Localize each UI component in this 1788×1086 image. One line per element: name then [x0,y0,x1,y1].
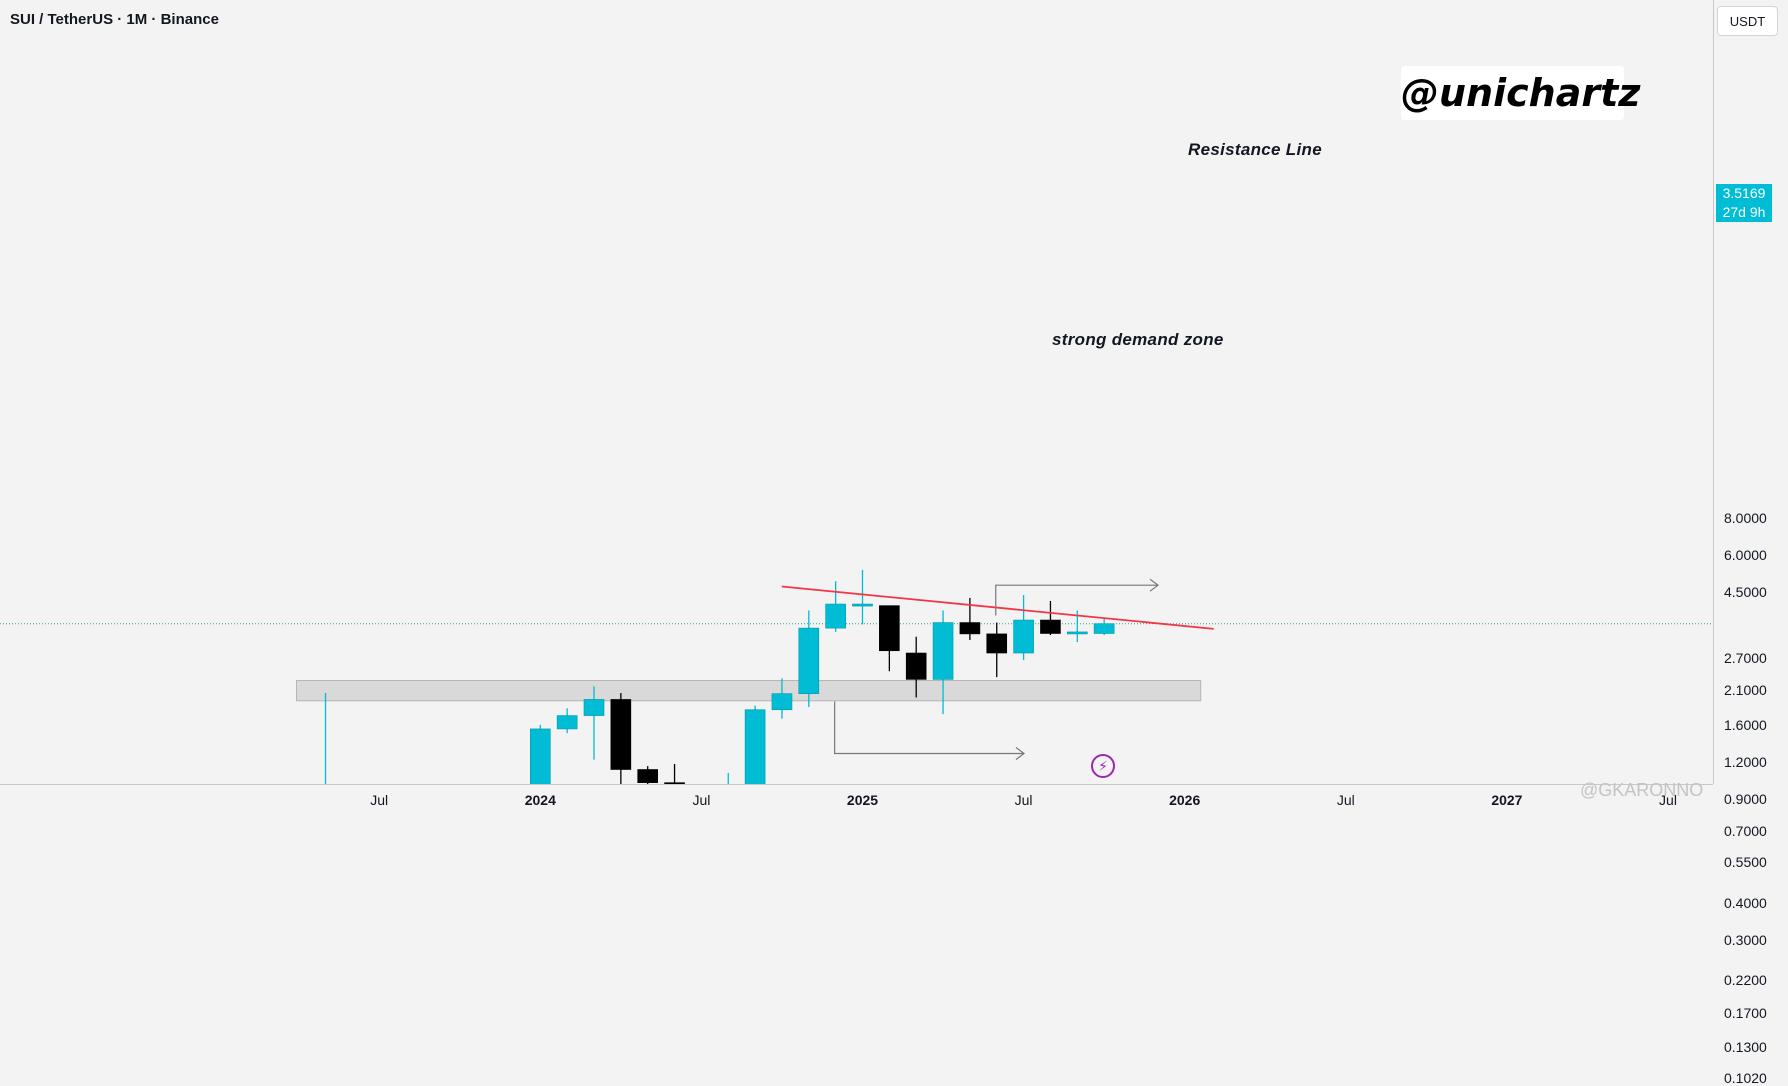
price-tick-label: 0.4000 [1724,894,1767,911]
candle-body [852,603,873,607]
candle-body [932,622,954,680]
candle-body [744,709,766,784]
candle-body [1013,619,1034,654]
site-watermark-text: @GKARONNO [1580,780,1704,800]
site-watermark: @GKARONNO [1580,780,1703,801]
candle [583,686,605,760]
price-tick-label: 0.5500 [1724,853,1767,870]
candle [852,569,873,625]
candle [825,581,846,632]
candle [798,610,820,707]
resistance-arrow [995,578,1159,616]
candle-body [798,627,820,694]
time-tick-label: 2025 [846,792,879,808]
candle-body [664,782,685,784]
candle [727,772,729,784]
candle-body [1067,631,1088,635]
price-tick-label: 0.1020 [1724,1070,1767,1086]
price-tick-label: 0.9000 [1724,790,1767,807]
price-tick-label: 0.1300 [1724,1039,1767,1056]
price-tick-label: 6.0000 [1724,547,1767,564]
resistance-trendline [781,585,1214,630]
time-tick-label: 2027 [1491,792,1523,808]
current-price-label: 3.5169 27d 9h [1716,184,1772,222]
candle [1040,600,1061,636]
candle-body [771,693,793,711]
price-tick-label: 0.2200 [1724,971,1767,988]
candle [529,724,551,784]
symbol-title-text: SUI / TetherUS · 1M · Binance [10,11,219,28]
demand-zone-label: strong demand zone [1052,330,1224,349]
price-tick-label: 8.0000 [1724,510,1767,527]
time-tick-label: Jul [1659,792,1677,808]
candle-body [905,652,927,680]
candle [932,610,954,715]
price-tick-label: 1.2000 [1724,753,1767,770]
time-tick-label: 2026 [1169,792,1201,808]
demand-zone-arrow [834,701,1025,760]
price-tick-label: 2.7000 [1724,649,1767,666]
symbol-title[interactable]: SUI / TetherUS · 1M · Binance [10,11,219,28]
candle-body [879,605,900,652]
candle-body [637,769,659,783]
candle-body [986,633,1008,654]
candle-body [610,699,632,770]
candle-body [1040,619,1061,634]
candle-body [556,715,578,730]
candle [744,705,766,784]
price-tick-label: 4.5000 [1724,584,1767,601]
price-axis[interactable] [1713,0,1788,784]
current-price-value: 3.5169 [1722,185,1766,201]
candle [905,636,927,698]
price-tick-label: 1.6000 [1724,716,1767,733]
lightning-icon[interactable]: ⚡ [1091,754,1115,778]
candle [771,678,793,719]
price-tick-label: 0.7000 [1724,822,1767,839]
candle-countdown: 27d 9h [1722,204,1766,220]
time-tick-label: Jul [692,792,711,808]
candle [664,763,685,784]
candle-body [1093,623,1115,634]
candle-body [583,699,605,716]
candle [1093,618,1115,636]
time-tick-label: Jul [1336,792,1355,808]
author-watermark: @unichartz [1401,66,1640,120]
demand-zone-rect [296,680,1202,702]
candle-body [529,728,551,784]
candle-body [825,603,846,629]
candle [556,708,578,734]
price-tick-label: 2.1000 [1724,681,1767,698]
time-tick-label: 2024 [524,792,556,808]
candle [1013,594,1034,661]
candle [986,622,1008,678]
chart-plot-area[interactable] [0,0,1713,784]
candle-body [959,622,981,635]
time-tick-label: Jul [1014,792,1033,808]
price-tick-label: 0.3000 [1724,931,1767,948]
price-tick-label: 0.1700 [1724,1004,1767,1021]
time-tick-label: Jul [370,792,389,808]
candle [324,693,327,784]
time-axis[interactable] [0,784,1713,819]
resistance-line-label: Resistance Line [1188,140,1322,159]
currency-button[interactable]: USDT [1717,6,1778,36]
candle [637,766,659,784]
candle [879,605,900,672]
candle [610,693,632,784]
